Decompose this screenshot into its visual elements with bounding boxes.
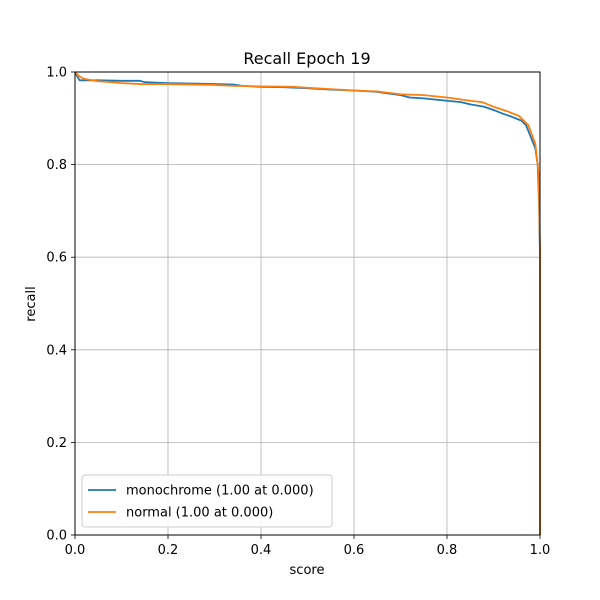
chart-title: Recall Epoch 19 [243, 49, 370, 68]
x-tick-label: 0.2 [158, 543, 179, 558]
x-tick-label: 1.0 [530, 543, 551, 558]
y-tick-label: 1.0 [46, 66, 67, 81]
legend-entry-label: normal (1.00 at 0.000) [126, 506, 273, 521]
y-tick-label: 0.0 [46, 529, 67, 544]
x-tick-label: 0.0 [65, 543, 86, 558]
grid-lines [74, 71, 541, 536]
y-tick-label: 0.8 [46, 158, 67, 173]
x-tick-label: 0.6 [344, 543, 365, 558]
series-lines [74, 71, 541, 535]
legend-box [81, 474, 333, 528]
plot-area [75, 72, 540, 535]
x-axis-label: score [290, 563, 325, 578]
y-axis-label: recall [24, 286, 39, 321]
series-line-1 [74, 71, 541, 535]
x-tick-label: 0.4 [251, 543, 272, 558]
y-tick-label: 0.6 [46, 251, 67, 266]
legend-entry-label: monochrome (1.00 at 0.000) [126, 484, 314, 499]
plot-frame [74, 71, 541, 536]
legend: monochrome (1.00 at 0.000) normal (1.00 a… [81, 474, 333, 528]
axis-ticks: 0.0 0.2 0.4 0.6 0.8 1.0 0.0 0.2 0.4 0.6 0.8 1.0 [46, 66, 550, 559]
y-tick-label: 0.2 [46, 436, 67, 451]
y-tick-label: 0.4 [46, 343, 67, 358]
x-tick-label: 0.8 [437, 543, 458, 558]
